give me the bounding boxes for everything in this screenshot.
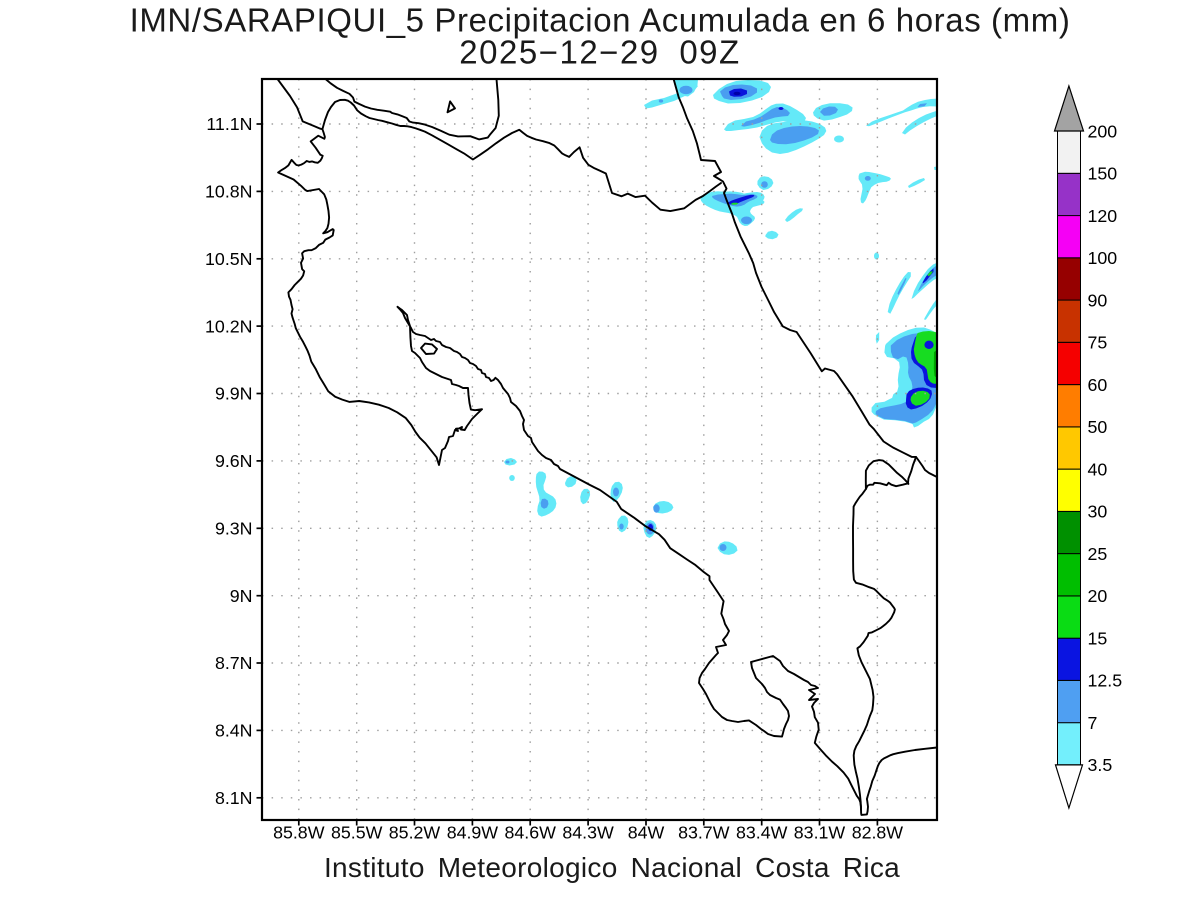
svg-text:200: 200 [1088,121,1118,141]
svg-text:83.7W: 83.7W [678,823,730,843]
svg-text:10.2N: 10.2N [205,316,252,336]
svg-text:84.9W: 84.9W [447,823,499,843]
svg-text:9.3N: 9.3N [215,519,253,539]
svg-text:8.4N: 8.4N [215,721,253,741]
svg-text:12.5: 12.5 [1088,671,1123,691]
svg-text:2025−12−29 09Z: 2025−12−29 09Z [459,34,740,71]
svg-text:Instituto Meteorologico Nacion: Instituto Meteorologico Nacional Costa R… [324,852,900,883]
svg-text:IMN/SARAPIQUI_5 Precipitacion: IMN/SARAPIQUI_5 Precipitacion Acumulada … [130,2,1071,39]
svg-text:8.7N: 8.7N [215,653,253,673]
svg-text:7: 7 [1088,713,1098,733]
svg-text:9.9N: 9.9N [215,384,253,404]
svg-text:60: 60 [1088,375,1108,395]
svg-text:83.4W: 83.4W [736,823,788,843]
svg-text:50: 50 [1088,417,1108,437]
svg-text:3.5: 3.5 [1088,755,1113,775]
svg-text:9.6N: 9.6N [215,451,253,471]
svg-text:10.5N: 10.5N [205,249,252,269]
svg-text:84W: 84W [628,823,665,843]
svg-text:84.3W: 84.3W [562,823,614,843]
svg-text:85.2W: 85.2W [389,823,441,843]
svg-text:85.8W: 85.8W [273,823,325,843]
svg-text:85.5W: 85.5W [331,823,383,843]
svg-text:15: 15 [1088,628,1108,648]
svg-text:150: 150 [1088,164,1118,184]
svg-text:84.6W: 84.6W [505,823,557,843]
svg-text:20: 20 [1088,586,1108,606]
svg-text:40: 40 [1088,459,1108,479]
svg-text:75: 75 [1088,333,1108,353]
svg-text:100: 100 [1088,248,1118,268]
svg-text:30: 30 [1088,502,1108,522]
svg-text:25: 25 [1088,544,1108,564]
svg-text:9N: 9N [230,586,253,606]
svg-text:10.8N: 10.8N [205,182,252,202]
svg-text:83.1W: 83.1W [794,823,846,843]
svg-text:11.1N: 11.1N [206,114,252,134]
svg-text:90: 90 [1088,290,1108,310]
svg-text:8.1N: 8.1N [215,788,253,808]
svg-text:82.8W: 82.8W [852,823,904,843]
svg-text:120: 120 [1088,206,1118,226]
